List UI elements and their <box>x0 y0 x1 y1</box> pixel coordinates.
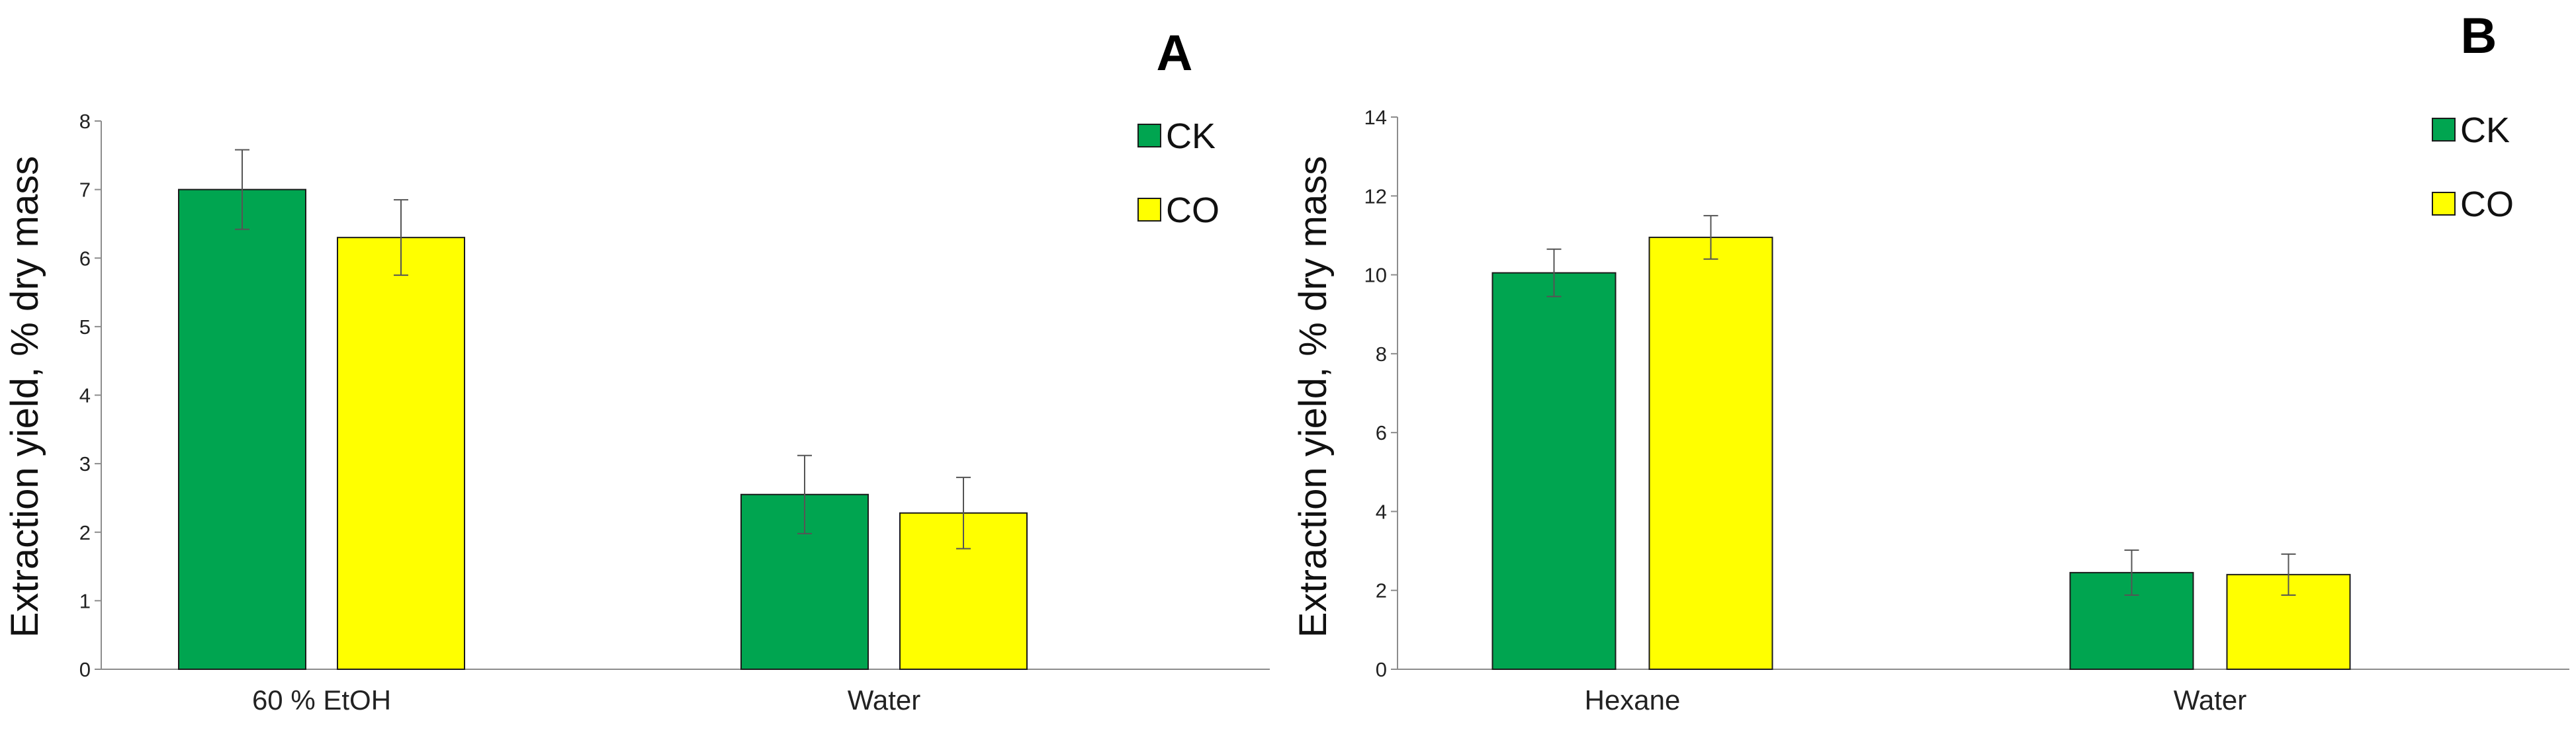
chart-b-y-tick-label: 10 <box>1364 264 1387 287</box>
chart-b-legend: CK CO <box>2432 110 2514 224</box>
chart-b-bars <box>1491 236 2351 670</box>
chart-a-legend-swatch-ck <box>1137 124 1161 147</box>
chart-a-y-axis-title: Extraction yield, % dry mass <box>3 156 46 638</box>
chart-b-x-tick-labels: Hexane Water <box>1585 684 2247 716</box>
chart-a-y-tick-label: 8 <box>79 110 91 133</box>
chart-a-svg: 0 1 2 3 4 5 6 7 8 60 % EtOH Water Extraction yiel… <box>3 25 1270 716</box>
chart-b-error-bars <box>1546 215 2296 596</box>
chart-b-y-tick-label: 2 <box>1376 579 1387 602</box>
chart-a-y-tick-label: 4 <box>79 384 91 407</box>
chart-a-panel-label: A <box>1157 25 1193 81</box>
chart-a-error-bars <box>235 149 971 550</box>
chart-b-y-ticks: 0 2 4 6 8 10 12 14 <box>1364 106 1398 681</box>
chart-a-y-tick-label: 2 <box>79 521 91 544</box>
chart-a-legend-swatch-co <box>1137 198 1161 222</box>
chart-b-legend-label-ck: CK <box>2460 110 2510 150</box>
chart-a-x-tick-labels: 60 % EtOH Water <box>252 684 920 716</box>
chart-a-bar-ck-0 <box>178 188 306 670</box>
chart-a-bars <box>178 188 1028 671</box>
chart-a-y-tick-label: 7 <box>79 179 91 202</box>
chart-b-y-tick-label: 6 <box>1376 421 1387 444</box>
chart-b-bar-ck-0 <box>1491 272 1617 670</box>
chart-b-y-axis-title: Extraction yield, % dry mass <box>1292 156 1335 638</box>
chart-b-legend-swatch-co <box>2432 192 2456 216</box>
chart-b-y-tick-label: 4 <box>1376 500 1387 523</box>
chart-b-y-tick-label: 14 <box>1364 106 1387 129</box>
chart-panel-a: 0 1 2 3 4 5 6 7 8 60 % EtOH Water Extraction yiel… <box>3 25 1270 716</box>
chart-a-legend-label-co: CO <box>1166 190 1220 230</box>
chart-a-y-tick-label: 3 <box>79 452 91 475</box>
chart-b-legend-swatch-ck <box>2432 118 2456 142</box>
chart-a-y-tick-label: 6 <box>79 247 91 270</box>
chart-a-y-tick-label: 0 <box>79 658 91 681</box>
chart-b-panel-label: B <box>2461 8 2497 64</box>
chart-a-x-tick-label-1: Water <box>848 684 920 716</box>
chart-b-x-tick-label-0: Hexane <box>1585 684 1681 716</box>
chart-b-y-tick-label: 0 <box>1376 658 1387 681</box>
chart-b-bar-co-0 <box>1648 236 1773 670</box>
chart-b-svg: 0 2 4 6 8 10 12 14 Hexane Water Extraction yield… <box>1292 8 2569 716</box>
chart-a-legend: CK CO <box>1137 116 1220 230</box>
chart-a-y-tick-label: 5 <box>79 315 91 339</box>
chart-a-y-tick-label: 1 <box>79 589 91 612</box>
chart-a-y-ticks: 0 1 2 3 4 5 6 7 8 <box>79 110 101 681</box>
chart-panel-b: 0 2 4 6 8 10 12 14 Hexane Water Extraction yield… <box>1288 0 2576 742</box>
chart-a-legend-label-ck: CK <box>1166 116 1216 156</box>
chart-b-x-tick-label-1: Water <box>2174 684 2246 716</box>
chart-a-x-tick-label-0: 60 % EtOH <box>252 684 391 716</box>
chart-b-y-tick-label: 12 <box>1364 185 1387 208</box>
chart-b-legend-label-co: CO <box>2460 185 2514 224</box>
chart-b-y-tick-label: 8 <box>1376 343 1387 366</box>
chart-a-bar-co-0 <box>337 237 465 671</box>
